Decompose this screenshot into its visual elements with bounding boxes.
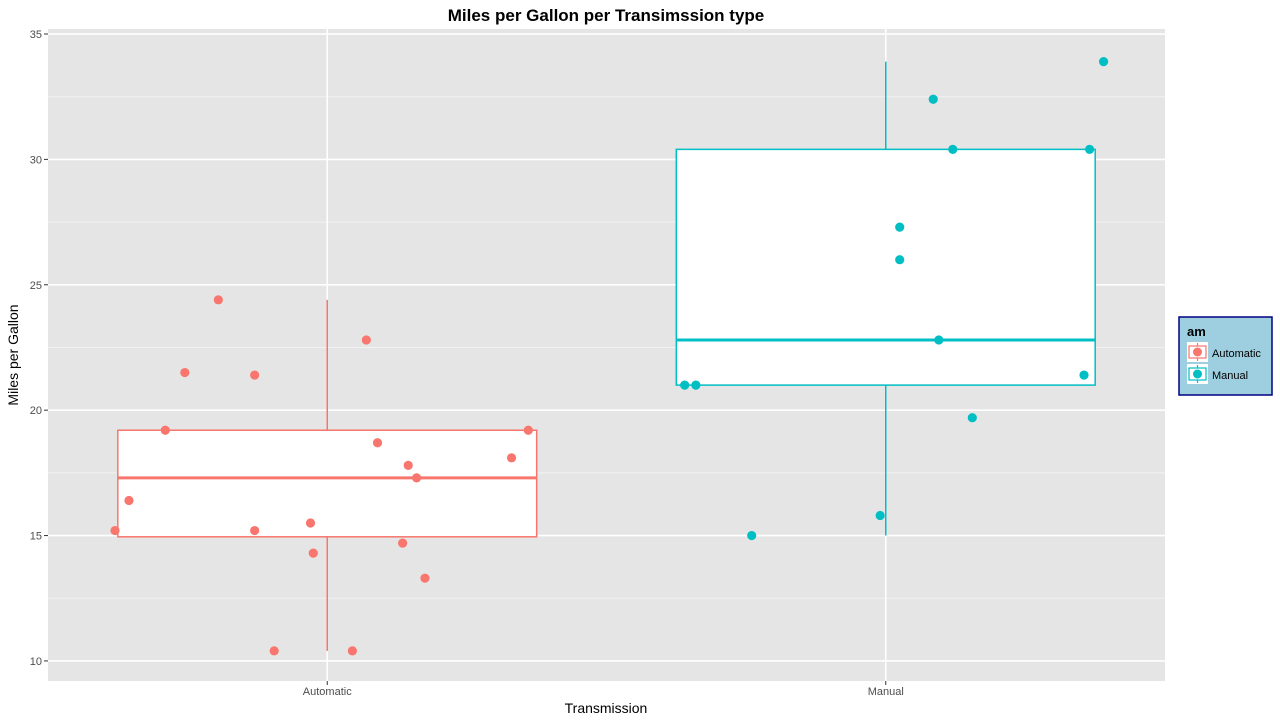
data-point-automatic: [250, 525, 260, 536]
data-point-automatic: [398, 538, 408, 548]
data-point-automatic: [412, 473, 422, 483]
data-point-manual: [928, 94, 938, 104]
data-point-automatic: [180, 367, 190, 378]
data-point-manual: [1079, 370, 1089, 380]
box-layer: [117, 61, 1096, 651]
data-point-manual: [895, 255, 905, 265]
x-axis-title: Transmission: [565, 700, 648, 716]
data-point-automatic: [420, 573, 430, 583]
y-tick-label: 10: [30, 656, 42, 668]
data-point-automatic: [213, 295, 223, 305]
point-layer: [110, 57, 1109, 656]
box-automatic: [117, 429, 538, 538]
data-point-manual: [1085, 144, 1095, 154]
data-point-manual: [1098, 57, 1109, 67]
data-point-automatic: [506, 453, 517, 463]
data-point-automatic: [305, 518, 316, 528]
data-point-automatic: [124, 495, 134, 506]
legend-key-point-automatic: [1193, 347, 1202, 357]
data-point-manual: [895, 222, 905, 232]
x-axis-ticks: Automatic Manual: [303, 681, 904, 698]
data-point-manual: [934, 335, 944, 345]
legend-label-automatic: Automatic: [1212, 348, 1261, 360]
data-point-manual: [948, 144, 958, 154]
legend-title: am: [1187, 324, 1206, 339]
data-point-manual: [691, 380, 701, 390]
y-tick-label: 20: [30, 405, 42, 417]
data-point-automatic: [403, 460, 413, 470]
data-point-automatic: [372, 438, 383, 448]
data-point-automatic: [347, 646, 357, 656]
y-tick-label: 35: [30, 29, 42, 41]
data-point-manual: [680, 380, 690, 390]
x-tick-label: Automatic: [303, 686, 352, 698]
chart-title: Miles per Gallon per Transimssion type: [448, 6, 764, 25]
legend-label-manual: Manual: [1212, 370, 1248, 382]
data-point-automatic: [160, 425, 170, 435]
data-point-manual: [747, 530, 757, 541]
legend: am Automatic Manual: [1178, 316, 1273, 396]
y-tick-label: 30: [30, 154, 42, 166]
legend-keys: [1187, 342, 1208, 384]
box-manual: [675, 148, 1096, 386]
data-point-manual: [875, 510, 885, 521]
data-point-manual: [967, 413, 977, 423]
data-point-automatic: [250, 370, 260, 380]
y-tick-label: 25: [30, 280, 42, 292]
x-tick-label: Manual: [868, 686, 904, 698]
y-axis-ticks: 10 15 20 25 30 35: [30, 29, 48, 668]
data-point-automatic: [308, 548, 318, 558]
data-point-automatic: [523, 425, 533, 435]
y-axis-title: Miles per Gallon: [5, 304, 21, 405]
legend-key-point-manual: [1193, 369, 1202, 379]
y-tick-label: 15: [30, 531, 42, 543]
data-point-automatic: [110, 525, 120, 536]
data-point-automatic: [269, 646, 279, 656]
data-point-automatic: [361, 335, 371, 345]
